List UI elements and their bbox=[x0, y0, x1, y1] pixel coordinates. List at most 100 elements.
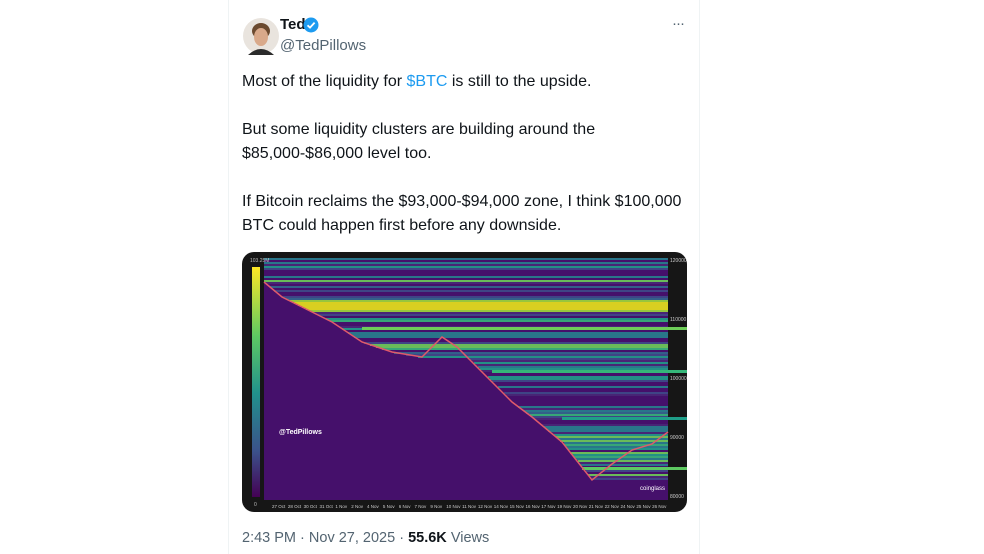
heatmap-band bbox=[588, 474, 668, 476]
heatmap-band bbox=[326, 318, 668, 320]
x-axis-label: 22 Nov bbox=[605, 504, 620, 509]
heatmap-band bbox=[544, 426, 668, 428]
text-run: is still to the upside. bbox=[447, 73, 592, 90]
paragraph: Most of the liquidity for $BTC is still … bbox=[242, 70, 682, 94]
text-run: If Bitcoin reclaims the $93,000-$94,000 … bbox=[242, 193, 682, 234]
x-axis-label: 30 Oct bbox=[304, 504, 318, 509]
x-axis-label: 9 Nov bbox=[430, 504, 443, 509]
heatmap-band bbox=[504, 392, 668, 394]
heatmap-band bbox=[492, 380, 668, 382]
tweet-meta: 2:43 PM · Nov 27, 2025 · 55.6K Views bbox=[242, 530, 489, 546]
more-button[interactable]: ··· bbox=[672, 15, 685, 32]
heatmap-band bbox=[472, 360, 668, 362]
text-run: Most of the liquidity for bbox=[242, 73, 407, 90]
heatmap-band bbox=[266, 282, 668, 284]
heatmap-band bbox=[578, 462, 668, 464]
heatmap-band bbox=[478, 366, 668, 368]
heatmap-band bbox=[264, 262, 668, 264]
heatmap-band bbox=[524, 410, 668, 412]
heatmap-band bbox=[552, 432, 668, 434]
heatmap-band bbox=[348, 332, 668, 334]
heatmap-band bbox=[554, 434, 668, 436]
heatmap-band bbox=[376, 346, 668, 348]
heatmap-band bbox=[302, 306, 668, 308]
heatmap-band bbox=[568, 448, 668, 450]
heatmap-band bbox=[476, 364, 668, 366]
date[interactable]: Nov 27, 2025 bbox=[308, 530, 396, 546]
heatmap-band bbox=[264, 268, 668, 270]
text-run: But some liquidity clusters are building… bbox=[242, 121, 596, 162]
brand-logo: coinglass bbox=[640, 486, 665, 492]
heatmap-band bbox=[354, 336, 668, 338]
heatmap-band bbox=[318, 314, 668, 316]
heatmap-band bbox=[264, 280, 668, 282]
x-axis-label: 26 Nov bbox=[652, 504, 667, 509]
heatmap-band bbox=[578, 460, 668, 462]
heatmap-band bbox=[382, 348, 668, 350]
time[interactable]: 2:43 PM bbox=[242, 530, 296, 546]
heatmap-band bbox=[418, 356, 668, 358]
heatmap-band bbox=[570, 452, 668, 454]
x-axis-label: 19 Nov bbox=[557, 504, 572, 509]
heatmap-band bbox=[592, 478, 668, 480]
colorbar-label: 0 bbox=[254, 502, 257, 508]
separator: · bbox=[399, 530, 405, 546]
heatmap-band bbox=[564, 444, 668, 446]
heatmap-band bbox=[522, 408, 668, 410]
cashtag-link[interactable]: $BTC bbox=[406, 73, 448, 90]
heatmap-band bbox=[530, 414, 668, 416]
heatmap-band bbox=[294, 302, 668, 304]
heatmap-band bbox=[566, 446, 668, 448]
heatmap-band bbox=[264, 258, 668, 260]
x-axis-label: 20 Nov bbox=[573, 504, 588, 509]
heatmap-band bbox=[558, 438, 668, 440]
heatmap-band bbox=[560, 440, 668, 442]
heatmap-band bbox=[580, 464, 668, 466]
y-axis-label: 120000 bbox=[670, 258, 687, 264]
tweet-image[interactable]: 103.25M 0 120000 110000 100000 90000 80000 27 O… bbox=[242, 252, 687, 512]
heatmap-band bbox=[474, 362, 668, 364]
author-name[interactable]: Ted bbox=[280, 16, 306, 33]
x-axis-label: 10 Nov bbox=[446, 504, 461, 509]
heatmap-band bbox=[470, 358, 668, 360]
heatmap-band bbox=[264, 276, 668, 278]
heatmap-band bbox=[548, 430, 668, 432]
heatmap-band bbox=[264, 264, 668, 266]
tweet-text: Most of the liquidity for $BTC is still … bbox=[242, 70, 682, 262]
colorbar-label: 103.25M bbox=[250, 258, 269, 264]
heatmap-band bbox=[274, 290, 668, 292]
heatmap-band bbox=[506, 394, 668, 396]
liquidity-cluster bbox=[362, 327, 687, 330]
heatmap-band bbox=[490, 378, 668, 380]
x-axis-label: 14 Nov bbox=[494, 504, 509, 509]
heatmap-band bbox=[330, 320, 668, 322]
avatar[interactable] bbox=[243, 17, 279, 55]
x-axis-label: 21 Nov bbox=[589, 504, 604, 509]
heatmap-band bbox=[576, 458, 668, 460]
x-axis-label: 1 Nov bbox=[335, 504, 348, 509]
separator: · bbox=[300, 530, 305, 546]
heatmap-band bbox=[394, 352, 668, 354]
heatmap-band bbox=[556, 436, 668, 438]
liquidity-cluster bbox=[582, 467, 687, 470]
x-axis-label: 17 Nov bbox=[541, 504, 556, 509]
x-axis-label: 4 Nov bbox=[367, 504, 380, 509]
heatmap-band bbox=[480, 368, 668, 370]
x-axis-label: 6 Nov bbox=[399, 504, 412, 509]
heatmap-band bbox=[264, 266, 668, 268]
author-handle[interactable]: @TedPillows bbox=[280, 37, 367, 54]
x-axis-label: 25 Nov bbox=[636, 504, 651, 509]
liquidity-cluster bbox=[492, 370, 687, 373]
heatmap-band bbox=[310, 310, 668, 312]
heatmap-band bbox=[352, 334, 668, 336]
views-label: Views bbox=[450, 530, 490, 546]
y-axis-label: 110000 bbox=[670, 317, 687, 323]
heatmap-band bbox=[406, 354, 668, 356]
heatmap-band bbox=[572, 454, 668, 456]
heatmap-band bbox=[498, 386, 668, 388]
heatmap-band bbox=[270, 286, 668, 288]
y-axis-label: 90000 bbox=[670, 435, 684, 441]
x-axis-label: 28 Oct bbox=[288, 504, 302, 509]
verified-badge bbox=[303, 17, 319, 33]
